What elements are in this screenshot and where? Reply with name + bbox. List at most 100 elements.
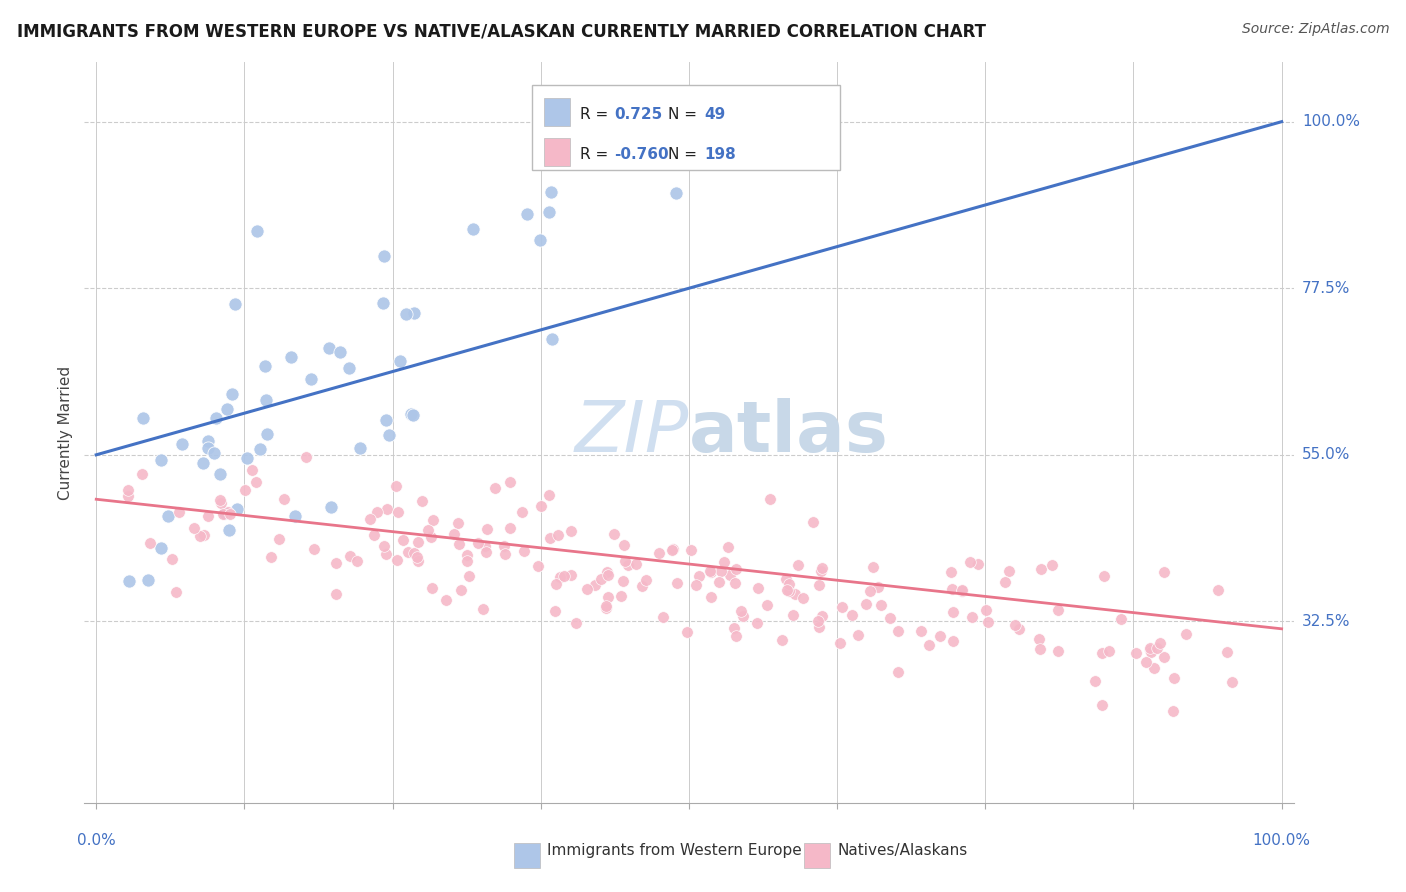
Point (157, 509, 180, 524)
Point (396, 545, 419, 559)
Point (492, 539, 515, 553)
Point (457, 568, 479, 582)
Point (474, 539, 496, 553)
Point (375, 413, 398, 427)
Text: 55.0%: 55.0% (1302, 447, 1350, 462)
Point (747, 581, 769, 595)
Point (976, 603, 998, 617)
Point (214, 506, 236, 520)
Point (977, 615, 1000, 629)
Text: -0.760: -0.760 (614, 147, 669, 162)
Point (624, 557, 647, 571)
Point (778, 577, 800, 591)
Point (676, 625, 699, 640)
Point (547, 528, 569, 542)
Point (318, 341, 340, 355)
Point (204, 446, 226, 460)
Point (339, 549, 361, 563)
Point (631, 579, 654, 593)
Text: 32.5%: 32.5% (1302, 614, 1350, 629)
Point (136, 573, 159, 587)
Point (759, 492, 782, 507)
Text: ZIP: ZIP (575, 398, 689, 467)
Point (404, 546, 426, 560)
Point (666, 575, 689, 590)
Point (484, 481, 506, 495)
Point (651, 610, 673, 624)
Point (1208, 583, 1230, 598)
Point (583, 578, 606, 592)
Point (681, 542, 703, 557)
Point (477, 522, 499, 536)
Point (869, 598, 891, 612)
Point (1091, 698, 1114, 712)
Point (149, 453, 172, 467)
Point (217, 401, 239, 416)
Point (648, 546, 671, 560)
Point (613, 554, 636, 568)
Point (236, 450, 259, 465)
Point (603, 526, 626, 541)
Point (772, 633, 794, 648)
Point (1175, 627, 1198, 641)
Point (337, 360, 360, 375)
Text: 100.0%: 100.0% (1253, 833, 1310, 848)
Point (1046, 603, 1069, 617)
Point (117, 489, 139, 503)
Point (810, 560, 832, 574)
Point (1161, 704, 1184, 718)
Point (325, 587, 347, 601)
Point (235, 483, 257, 497)
Point (183, 521, 205, 535)
Point (959, 555, 981, 569)
Point (299, 372, 322, 386)
Point (529, 233, 551, 247)
Point (775, 582, 797, 597)
Point (422, 513, 444, 527)
Point (782, 608, 804, 623)
Point (1004, 617, 1026, 632)
Point (589, 572, 612, 586)
Point (494, 547, 516, 561)
Point (939, 565, 962, 579)
Point (1008, 622, 1031, 636)
Point (349, 441, 371, 455)
Point (516, 207, 538, 221)
Point (786, 558, 808, 573)
Point (546, 576, 568, 591)
Text: 49: 49 (704, 107, 725, 122)
Point (253, 359, 276, 373)
Point (699, 591, 721, 605)
Point (811, 608, 834, 623)
Point (755, 599, 778, 613)
Point (725, 562, 748, 576)
Point (346, 554, 368, 568)
Point (785, 587, 807, 601)
Text: 100.0%: 100.0% (1302, 114, 1360, 129)
Point (406, 535, 429, 549)
Point (221, 387, 243, 401)
Point (401, 407, 423, 421)
Point (246, 224, 269, 238)
Point (167, 504, 190, 518)
Point (998, 564, 1021, 578)
Point (617, 558, 640, 573)
Point (1153, 565, 1175, 579)
Point (387, 553, 409, 567)
Point (730, 604, 752, 618)
Point (131, 467, 153, 481)
Point (172, 437, 194, 451)
Point (928, 629, 950, 643)
Text: Source: ZipAtlas.com: Source: ZipAtlas.com (1241, 22, 1389, 37)
Point (269, 532, 291, 546)
Point (280, 350, 302, 364)
Point (449, 537, 471, 551)
Point (1084, 674, 1107, 689)
Point (204, 411, 226, 425)
Point (596, 568, 619, 582)
Point (456, 548, 478, 562)
Point (609, 589, 631, 603)
Point (994, 574, 1017, 589)
Point (544, 604, 567, 618)
Point (595, 601, 617, 615)
